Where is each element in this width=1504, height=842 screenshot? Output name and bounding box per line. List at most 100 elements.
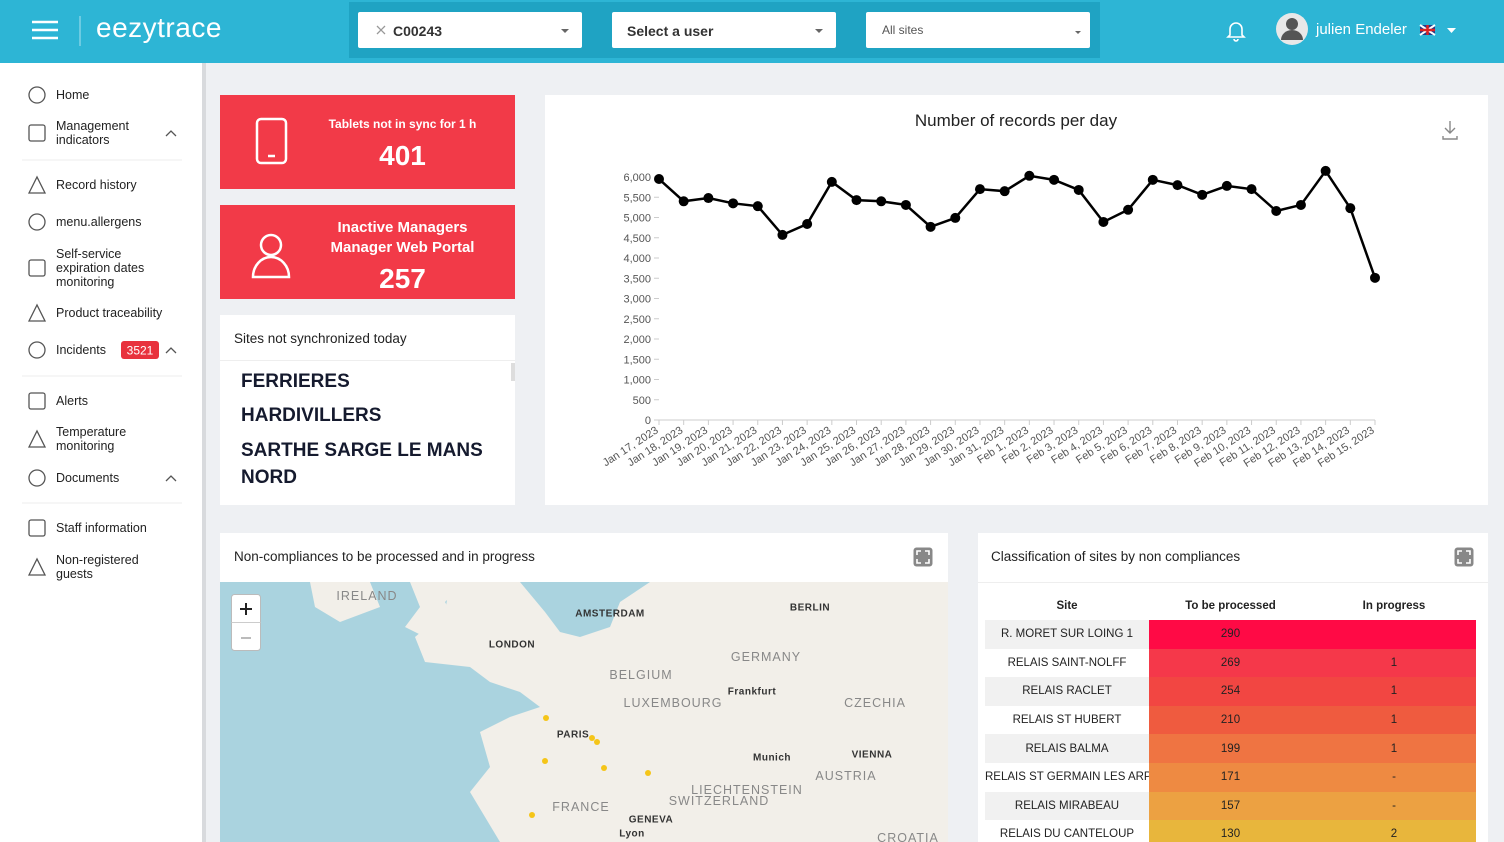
- menu-item[interactable]: Self-service expiration dates monitoring: [56, 247, 145, 289]
- card-label: Manager Web Portal: [330, 239, 475, 256]
- table-row[interactable]: R. MORET SUR LOING 1 290: [985, 620, 1476, 649]
- menu-item[interactable]: Product traceability: [56, 306, 163, 320]
- table-row[interactable]: RELAIS RACLET 254 1: [985, 677, 1476, 706]
- point: [777, 229, 788, 240]
- company-select[interactable]: C00243: [358, 12, 582, 48]
- site-name: NORD: [241, 467, 297, 488]
- map-label: GERMANY: [730, 650, 802, 664]
- column-header: In progress: [1362, 600, 1426, 612]
- scrollbar: [202, 63, 206, 842]
- site-cell: R. MORET SUR LOING 1: [985, 620, 1149, 649]
- y-tick-label: 2,000: [623, 334, 651, 346]
- y-tick-label: 5,500: [623, 192, 651, 204]
- notifications-icon[interactable]: [1226, 22, 1246, 42]
- expand-chevron[interactable]: [165, 475, 177, 482]
- site-select[interactable]: All sites: [866, 12, 1090, 48]
- menu-item[interactable]: Record history: [56, 178, 137, 192]
- map-label: LUXEMBOURG: [623, 696, 723, 710]
- table-row[interactable]: RELAIS ST HUBERT 210 1: [985, 705, 1476, 735]
- table-row[interactable]: RELAIS BALMA 199 1: [985, 734, 1476, 763]
- expand-button[interactable]: [913, 547, 933, 567]
- point: [900, 199, 911, 210]
- scrollbar: [511, 363, 515, 381]
- site-cell: RELAIS MIRABEAU: [985, 791, 1149, 821]
- menu-icon: [28, 341, 46, 359]
- map[interactable]: IRELAND AMSTERDAM BERLIN LONDON GERMANY BELGI…: [220, 582, 948, 842]
- menu-icon: [27, 429, 47, 448]
- map-label: FRANCE: [552, 800, 610, 814]
- menu-item[interactable]: menu.allergens: [56, 215, 142, 229]
- y-tick-label: 4,000: [623, 253, 651, 265]
- menu-icon: [27, 175, 47, 194]
- menu-icon: [28, 519, 46, 537]
- language-flag[interactable]: [1419, 24, 1436, 36]
- site-name: FERRIERES: [241, 371, 350, 392]
- map-background: [220, 582, 651, 842]
- chart-panel: Number of records per day 0 500 1,000 1,500…: [545, 95, 1488, 505]
- alert-card[interactable]: Inactive Managers Manager Web Portal 257: [220, 205, 515, 299]
- menu-item[interactable]: Non-registered guests: [56, 553, 139, 581]
- map-label: LIECHTENSTEIN: [691, 783, 803, 797]
- brand: eezytrace: [96, 12, 222, 43]
- select-icons: [376, 25, 569, 35]
- point: [950, 212, 961, 223]
- menu-item[interactable]: Incidents: [56, 343, 107, 357]
- site-cell: RELAIS BALMA: [985, 734, 1149, 763]
- point: [876, 196, 887, 207]
- table-row[interactable]: RELAIS DU CANTELOUP 130 2: [985, 820, 1476, 842]
- site-cell: RELAIS RACLET: [985, 677, 1149, 706]
- point: [802, 218, 813, 229]
- user-name[interactable]: julien Endeler: [1316, 21, 1407, 38]
- user-menu-caret[interactable]: [1447, 28, 1456, 33]
- in-progress-cell: 1: [1312, 734, 1476, 763]
- map-label: VIENNA: [851, 749, 893, 761]
- map-label: IRELAND: [336, 589, 398, 603]
- table-row[interactable]: RELAIS SAINT-NOLFF 269 1: [985, 648, 1476, 678]
- map-label: CZECHIA: [844, 696, 906, 710]
- menu-button[interactable]: [32, 20, 58, 40]
- menu-item[interactable]: Documents: [56, 471, 120, 485]
- point: [1345, 203, 1356, 214]
- table-row[interactable]: RELAIS MIRABEAU 157-: [985, 791, 1476, 821]
- divider: [978, 582, 1488, 583]
- alert-card[interactable]: Tablets not in sync for 1 h 401: [220, 95, 515, 189]
- menu-item[interactable]: Staff information: [56, 521, 147, 535]
- user-icon: [251, 233, 291, 279]
- select-value: All sites: [882, 23, 924, 37]
- table-row[interactable]: RELAIS ST GERMAIN LES ARP 171-: [985, 762, 1476, 792]
- expand-chevron[interactable]: [165, 130, 177, 137]
- point: [752, 201, 763, 212]
- user-select[interactable]: Select a user: [612, 12, 836, 48]
- map-label: Munich: [753, 752, 791, 764]
- tablet-icon: [255, 117, 288, 165]
- map-label: CROATIA: [877, 831, 939, 842]
- panel-title: Classification of sites by non complianc…: [991, 549, 1241, 564]
- point: [1073, 184, 1084, 195]
- y-tick-label: 4,500: [623, 233, 651, 245]
- menu-icon: [27, 557, 47, 576]
- map-label: BELGIUM: [609, 668, 673, 682]
- expand-button[interactable]: [1454, 547, 1474, 567]
- point: [1049, 174, 1060, 185]
- menu-item[interactable]: Alerts: [56, 394, 88, 408]
- point: [703, 193, 714, 204]
- menu-icon: [28, 86, 46, 104]
- point: [1024, 170, 1035, 181]
- menu-item[interactable]: Temperature monitoring: [56, 425, 127, 453]
- menu-item[interactable]: Home: [56, 88, 90, 102]
- in-progress-cell: 1: [1312, 677, 1476, 706]
- point: [1295, 199, 1306, 210]
- header-row: Site To be processed In progress: [985, 592, 1476, 620]
- expand-chevron[interactable]: [165, 347, 177, 354]
- map-label: AMSTERDAM: [575, 608, 645, 620]
- point: [728, 198, 739, 209]
- avatar[interactable]: [1276, 13, 1308, 45]
- download-button[interactable]: [1442, 121, 1458, 140]
- to-be-processed-cell: 269: [1149, 648, 1312, 678]
- point: [654, 174, 664, 185]
- zoom-control[interactable]: [231, 594, 261, 651]
- chart-title: Number of records per day: [915, 111, 1118, 130]
- map-label: Frankfurt: [727, 686, 777, 698]
- in-progress-cell: -: [1312, 791, 1476, 821]
- menu-item[interactable]: Management indicators: [56, 119, 129, 147]
